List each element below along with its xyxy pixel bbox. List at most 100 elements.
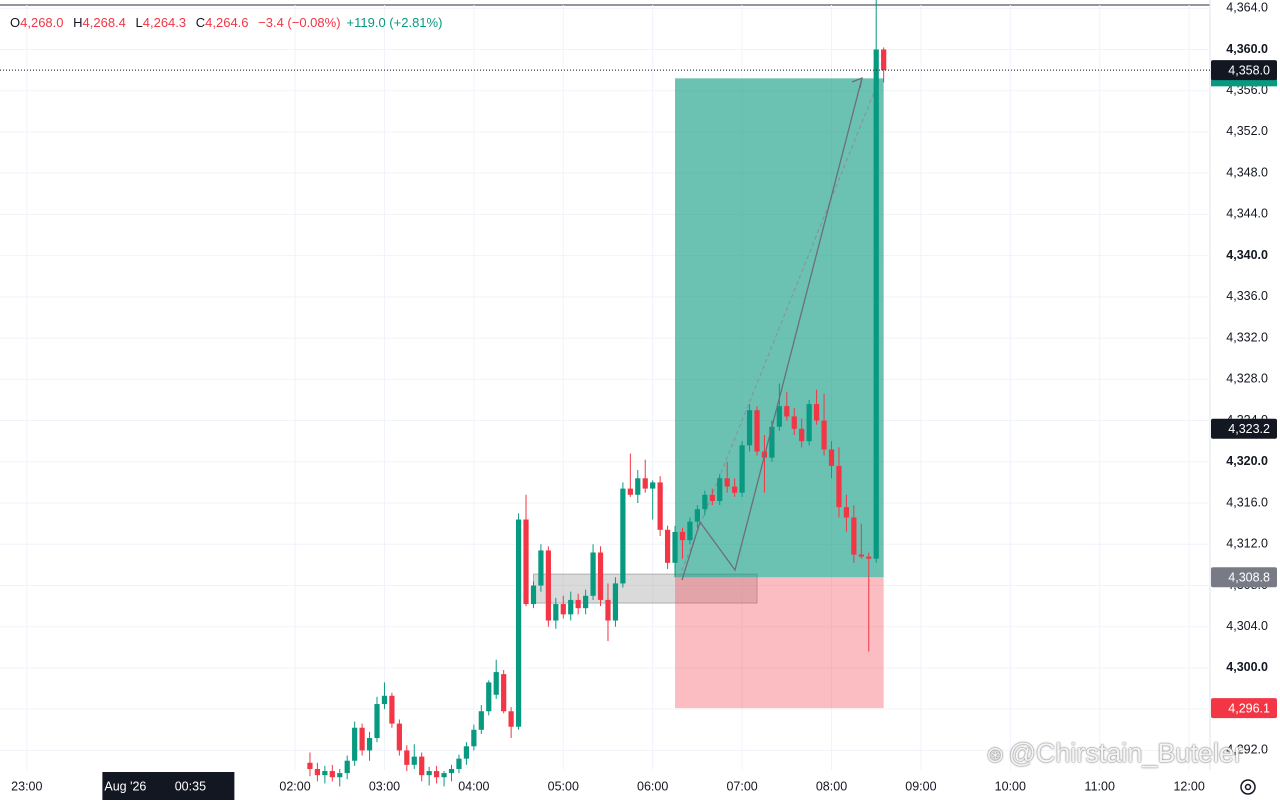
candle-body [575,599,581,609]
candle-body [381,695,388,705]
candle-body [471,729,477,747]
o-value: 4,268.0 [20,15,64,30]
candle-body [553,604,559,621]
grid [0,5,1210,770]
candle-body [337,773,343,778]
candle-body [538,550,544,586]
change: −3.4 (−0.08%) [258,15,341,30]
crosshair-badge [102,772,235,800]
candle-body [322,771,328,776]
y-tick-label: 4,340.0 [1226,248,1268,262]
candle-body [724,478,730,487]
candle-body [419,756,425,776]
candle-body [672,531,678,563]
x-tick-label: 10:00 [995,779,1026,793]
x-tick-label: 11:00 [1085,779,1115,793]
y-tick-label: 4,328.0 [1226,372,1268,386]
candle-body [359,727,365,751]
candle-body [836,465,842,508]
c-value: 4,264.6 [205,15,249,30]
candle-body [612,583,619,621]
candle-body [709,494,715,501]
candles [307,0,887,787]
y-tick-label: 4,312.0 [1226,537,1268,551]
y-tick-label: 4,320.0 [1226,454,1268,468]
watermark-icon: ⊛ [986,742,1005,767]
y-tick-label: 4,344.0 [1226,207,1268,221]
settings-icon[interactable] [1240,779,1256,795]
arrow-head [851,76,863,89]
y-tick-label: 4,292.0 [1226,743,1268,757]
candle-body [620,488,626,584]
candle-body [821,420,827,450]
candle-body [523,519,529,605]
candle-body [590,552,596,596]
candle-body [776,406,782,427]
price-badge [1211,698,1277,719]
candle-body [486,682,492,712]
candle-body [396,723,402,751]
candle-body [813,404,820,421]
candle-body [478,711,484,730]
o-key: O [10,15,21,30]
candle-body [642,478,648,489]
h-key: H [73,15,83,30]
target-path [678,78,881,578]
candle-body [858,554,864,557]
candle-body [881,49,887,71]
candle-body [530,585,537,605]
candle-body [746,410,753,446]
candle-body [508,711,514,727]
price-badge-label: 4,358.0 [1228,63,1270,77]
candle-body [769,426,775,458]
candle-body [650,482,656,489]
candle-body [426,771,432,776]
price-badge-label: 4,323.2 [1228,422,1270,436]
candle-body [702,494,708,510]
candle-body [568,599,574,615]
price-badge [1211,60,1277,81]
candle-body [717,478,723,501]
candle-body [448,768,455,774]
x-tick-label: 09:00 [905,779,936,793]
candle-body [404,750,410,765]
y-tick-label: 4,356.0 [1226,83,1268,97]
candle-body [866,556,872,559]
candle-body [627,488,633,495]
candle-body [784,406,790,417]
candle-body [732,486,738,493]
zones [532,78,884,709]
candle-body [657,482,663,530]
candle-body [754,410,760,452]
candle-body [679,531,686,541]
watermark: ⊛ @Chirstain_Buteler [986,738,1243,769]
ohlc-header: O4,268.0 H4,268.4 L4,264.3 C4,264.6 −3.4… [10,15,442,30]
candle-body [664,529,671,563]
candle-body [374,704,380,739]
candle-body [583,595,589,609]
candle-body [307,762,313,769]
candle-body [344,760,350,774]
c-key: C [195,15,206,30]
candle-body [799,428,805,442]
y-tick-label: 4,316.0 [1226,495,1268,509]
price-badge [1211,418,1277,439]
candle-body [441,773,447,778]
candle-body [456,758,462,769]
candle-body [411,756,417,765]
position-change: +119.0 (+2.81%) [346,15,443,30]
candle-body [597,552,604,600]
x-tick-label: 12:00 [1173,779,1204,793]
candle-body [314,768,321,776]
candle-body [560,604,566,615]
loss-zone [675,577,884,709]
projection-path [681,77,863,581]
y-tick-label: 4,332.0 [1226,330,1268,344]
x-tick-label: 02:00 [279,779,310,793]
candle-body [851,517,857,555]
candle-body [515,519,522,727]
candle-body [843,507,850,518]
